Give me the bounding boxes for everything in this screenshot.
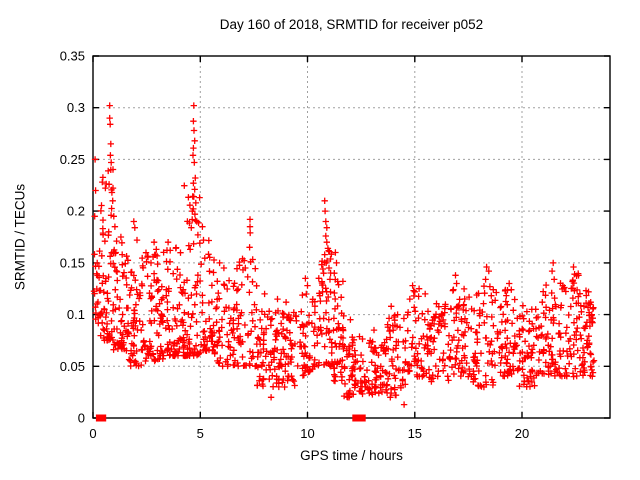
y-tick-label: 0.35 — [60, 49, 85, 64]
y-tick-label: 0.3 — [67, 100, 85, 115]
chart-title: Day 160 of 2018, SRMTID for receiver p05… — [219, 17, 484, 32]
data-points — [90, 102, 598, 408]
x-axis-label: GPS time / hours — [300, 448, 403, 463]
y-tick-label: 0.15 — [60, 255, 85, 270]
x-tick-label: 20 — [515, 426, 529, 441]
x-tick-label: 15 — [408, 426, 422, 441]
tick-labels: 0 0.05 0.1 0.15 0.2 0.25 0.3 0.35 0 5 10 15 20 — [60, 49, 530, 442]
y-tick-label: 0.25 — [60, 152, 85, 167]
y-tick-label: 0.1 — [67, 307, 85, 322]
y-axis-label: SRMTID / TECUs — [12, 183, 28, 291]
gridlines — [93, 56, 610, 418]
plot-border — [92, 55, 611, 419]
axis-ticks — [92, 55, 610, 419]
x-tick-label: 0 — [89, 426, 96, 441]
y-tick-label: 0.05 — [60, 359, 85, 374]
x-tick-label: 5 — [197, 426, 204, 441]
x-tick-label: 10 — [300, 426, 314, 441]
y-tick-label: 0.2 — [67, 204, 85, 219]
y-tick-label: 0 — [78, 411, 85, 426]
zero-markers — [95, 414, 366, 422]
